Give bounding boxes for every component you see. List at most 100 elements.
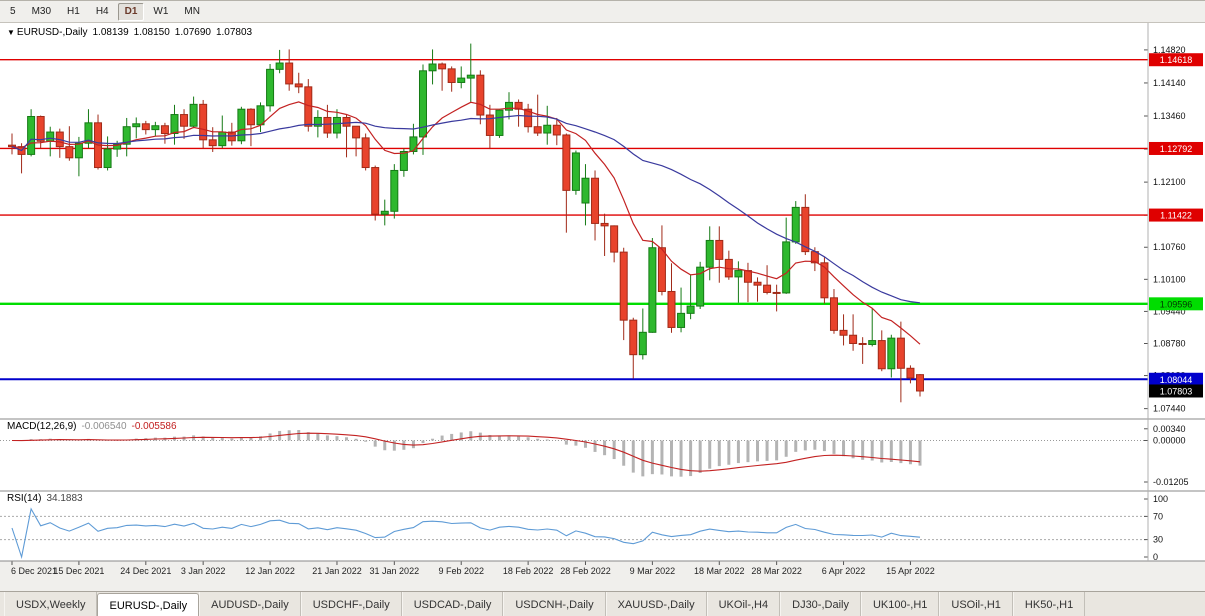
tab-ukoil-h4[interactable]: UKOil-,H4 xyxy=(706,592,781,616)
candle-body xyxy=(160,125,169,135)
timeframe-button-m30[interactable]: M30 xyxy=(31,5,52,17)
tab-usdcad-daily[interactable]: USDCAD-,Daily xyxy=(401,592,504,616)
price-tick-label: 1.09440 xyxy=(1153,306,1186,316)
candle-body xyxy=(600,222,609,227)
tab-eurusd-daily[interactable]: EURUSD-,Daily xyxy=(97,593,200,616)
macd-tick-label: 0.00340 xyxy=(1153,424,1186,434)
candle-body xyxy=(829,297,838,331)
candle-body xyxy=(524,108,533,128)
timeframe-button-h1[interactable]: H1 xyxy=(67,5,80,17)
tab-usdcnh-daily[interactable]: USDCNH-,Daily xyxy=(503,592,606,616)
tab-usdx-weekly[interactable]: USDX,Weekly xyxy=(4,592,98,616)
candle-body xyxy=(294,83,303,88)
candle-body xyxy=(734,270,743,278)
candle-body xyxy=(552,124,561,136)
candle-body xyxy=(256,105,265,126)
date-tick-label: 3 Jan 2022 xyxy=(181,566,226,576)
tab-usoil-h1[interactable]: USOil-,H1 xyxy=(939,592,1013,616)
timeframe-button-mn[interactable]: MN xyxy=(184,5,200,17)
rsi-tick-label: 0 xyxy=(1153,552,1158,562)
candle-body xyxy=(237,108,246,142)
price-tick-label: 1.12100 xyxy=(1153,177,1186,187)
date-tick-label: 15 Apr 2022 xyxy=(886,566,935,576)
ma-slow-line xyxy=(11,114,921,304)
candle-body xyxy=(457,77,466,83)
quote-high: 1.08150 xyxy=(133,27,170,38)
price-badge-1.09596: 1.09596 xyxy=(1149,297,1203,311)
date-tick-label: 9 Feb 2022 xyxy=(438,566,484,576)
candle-body xyxy=(629,319,638,356)
candle-body xyxy=(791,206,800,243)
candle-body xyxy=(170,114,179,135)
candle-body xyxy=(715,239,724,260)
macd-panel-bg xyxy=(0,419,1205,491)
rsi-tick-label: 70 xyxy=(1153,511,1163,521)
candle-body xyxy=(199,103,208,141)
date-tick-label: 21 Jan 2022 xyxy=(312,566,362,576)
candle-body xyxy=(610,225,619,253)
candle-body xyxy=(218,131,227,147)
candle-body xyxy=(696,266,705,307)
candle-body xyxy=(495,109,504,136)
candle-body xyxy=(113,143,122,150)
timeframe-button-w1[interactable]: W1 xyxy=(153,5,169,17)
candle-body xyxy=(906,367,915,379)
candle-body xyxy=(418,70,427,138)
candle-body xyxy=(686,305,695,314)
candle-body xyxy=(323,116,332,134)
tab-audusd-daily[interactable]: AUDUSD-,Daily xyxy=(199,592,301,616)
candle-body xyxy=(543,124,552,134)
symbol-tabbar: USDX,Weekly EURUSD-,Daily AUDUSD-,Daily USD… xyxy=(0,591,1205,616)
macd-main-value: -0.006540 xyxy=(81,421,127,432)
price-badge-1.08044-bg xyxy=(1149,372,1203,386)
rsi-line xyxy=(11,507,921,560)
rsi-value: 34.1883 xyxy=(46,493,83,504)
price-badge-1.08044-text: 1.08044 xyxy=(1160,375,1193,385)
chart-area[interactable]: 1.148201.141401.134601.127801.121001.114… xyxy=(0,23,1205,591)
macd-tick-label: -0.01205 xyxy=(1153,477,1189,487)
candle-body xyxy=(849,334,858,344)
candle-body xyxy=(677,312,686,328)
candle-body xyxy=(619,251,628,321)
tab-dj30-daily[interactable]: DJ30-,Daily xyxy=(780,592,861,616)
price-badge-1.09596-bg xyxy=(1149,297,1203,311)
date-tick-label: 18 Feb 2022 xyxy=(503,566,554,576)
candle-body xyxy=(858,342,867,345)
timeframe-button-d1[interactable]: D1 xyxy=(117,2,145,21)
timeframe-button-5[interactable]: 5 xyxy=(10,5,16,17)
candle-body xyxy=(772,291,781,294)
candle-body xyxy=(189,103,198,127)
collapse-arrow-icon[interactable]: ▼ xyxy=(7,28,15,37)
price-badge-1.09596-text: 1.09596 xyxy=(1160,299,1193,309)
date-tick-label: 28 Feb 2022 xyxy=(560,566,611,576)
candle-body xyxy=(514,101,523,110)
macd-signal-value: -0.005586 xyxy=(131,421,177,432)
symbol-ohlc-header: ▼ EURUSD-,Daily 1.08139 1.08150 1.07690 1.078… xyxy=(7,27,257,38)
macd-indicator-header: MACD(12,26,9) -0.006540 -0.005586 xyxy=(7,421,182,432)
tab-hk50-h1[interactable]: HK50-,H1 xyxy=(1012,592,1086,616)
date-tick-label: 9 Mar 2022 xyxy=(630,566,676,576)
price-badge-1.14618: 1.14618 xyxy=(1149,53,1203,67)
candle-body xyxy=(342,116,351,127)
candle-body xyxy=(122,126,131,145)
candle-body xyxy=(84,122,93,144)
date-tick-label: 12 Jan 2022 xyxy=(245,566,295,576)
candle-body xyxy=(352,125,361,139)
rsi-indicator-header: RSI(14) 34.1883 xyxy=(7,493,88,504)
candle-body xyxy=(743,270,752,283)
timeframe-button-h4[interactable]: H4 xyxy=(95,5,109,17)
candle-body xyxy=(285,62,294,85)
quote-low: 1.07690 xyxy=(174,27,211,38)
tab-uk100-h1[interactable]: UK100-,H1 xyxy=(860,592,940,616)
candle-body xyxy=(763,284,772,293)
candle-body xyxy=(409,136,418,152)
tab-xauusd-daily[interactable]: XAUUSD-,Daily xyxy=(605,592,707,616)
tab-usdchf-daily[interactable]: USDCHF-,Daily xyxy=(300,592,402,616)
candle-body xyxy=(667,290,676,328)
candle-body xyxy=(180,114,189,127)
price-chart-svg[interactable]: 1.148201.141401.134601.127801.121001.114… xyxy=(0,23,1205,591)
candle-body xyxy=(36,115,45,142)
date-tick-label: 6 Dec 2021 xyxy=(11,566,57,576)
